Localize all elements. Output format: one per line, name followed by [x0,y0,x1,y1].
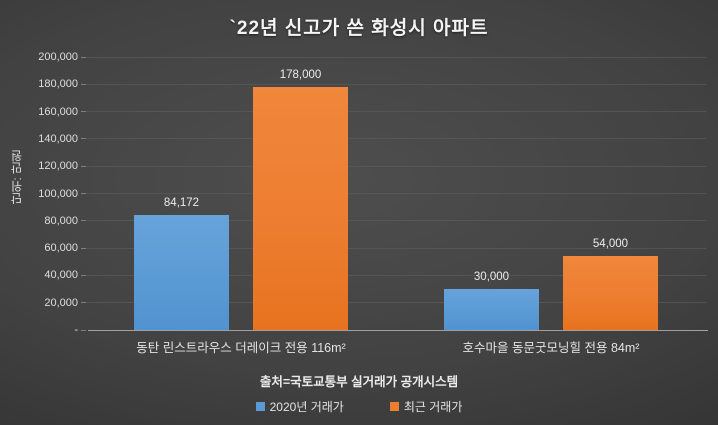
gridline [86,165,706,167]
y-tick-mark [81,220,86,222]
category-label: 호수마을 동문굿모닝힐 전용 84m² [462,341,640,355]
y-axis-tick-labels: - 20,000 40,000 60,000 80,000 100,000 120,000 1… [0,51,78,336]
y-tick-mark [81,193,86,194]
y-tick-mark [81,274,86,276]
gridline [86,274,706,276]
gridline [86,193,706,194]
y-tick-label: 20,000 [44,296,78,309]
y-tick-label: 100,000 [38,187,78,200]
legend-item: 2020년 거래가 [255,398,344,415]
gridline [86,302,706,304]
x-axis-line [88,329,708,331]
y-tick-mark [81,138,86,140]
bar-2020년 거래가-호수마을 동문굿모닝힐 전용 84m² [444,289,539,330]
y-tick-mark [81,111,86,113]
bar-최근 거래가-동탄 린스트라우스 더레이크 전용 116m² [253,87,348,330]
y-tick-label: - [74,324,78,336]
y-tick-mark [81,329,86,331]
legend-swatch-icon [255,402,265,411]
chart-title: `22년 신고가 쓴 화성시 아파트 [229,18,489,39]
bar-value-label: 84,172 [163,197,200,210]
y-tick-label: 140,000 [38,132,78,145]
y-tick-label: 120,000 [38,160,78,173]
y-tick-label: 40,000 [44,269,78,282]
legend-swatch-icon [389,402,399,411]
y-tick-label: 80,000 [44,214,78,227]
bar-value-label: 54,000 [592,238,629,251]
y-tick-mark [81,165,86,167]
source-caption: 출처=국토교통부 실거래가 공개시스템 [259,375,459,389]
y-tick-label: 160,000 [38,105,78,118]
gridline [86,56,706,58]
y-axis-tick-marks [81,56,86,331]
legend-item: 최근 거래가 [389,398,463,415]
gridline [86,111,706,113]
category-label: 동탄 린스트라우스 더레이크 전용 116m² [136,341,346,355]
gridline [86,83,706,85]
y-tick-label: 180,000 [38,78,78,91]
legend: 2020년 거래가 최근 거래가 [0,398,718,415]
y-tick-label: 200,000 [38,51,78,63]
bar-2020년 거래가-동탄 린스트라우스 더레이크 전용 116m² [134,215,229,330]
gridline [86,220,706,222]
bar-value-label: 178,000 [279,69,322,82]
bar-value-label: 30,000 [473,271,510,284]
y-tick-mark [81,247,86,249]
plot-area: 84,172 178,000 30,000 54,000 [86,56,708,331]
y-tick-mark [81,83,86,85]
y-tick-mark [81,302,86,304]
bar-최근 거래가-호수마을 동문굿모닝힐 전용 84m² [563,256,658,330]
gridline [86,138,706,140]
gridline [86,247,706,249]
legend-label: 2020년 거래가 [269,400,344,414]
legend-label: 최근 거래가 [403,400,463,414]
y-tick-label: 60,000 [44,242,78,255]
y-tick-mark [81,56,86,58]
